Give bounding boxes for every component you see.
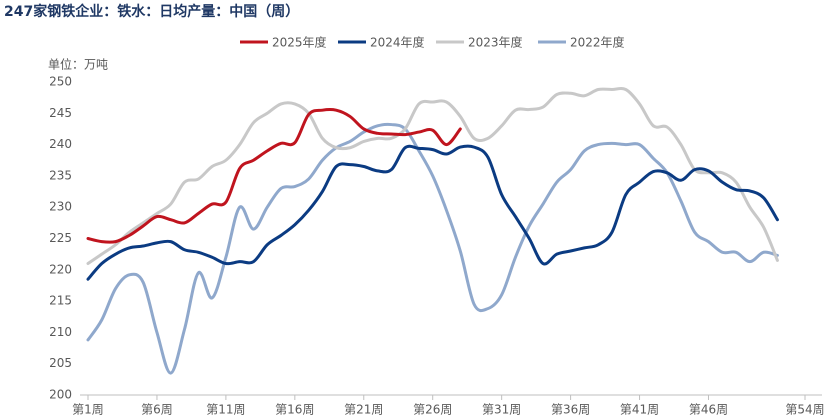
- x-tick-label: 第6周: [141, 403, 173, 417]
- y-tick-label: 225: [49, 231, 72, 245]
- legend-label: 2024年度: [370, 35, 425, 50]
- x-tick-label: 第16周: [275, 403, 314, 417]
- x-tick-label: 第36周: [551, 403, 590, 417]
- y-tick-label: 230: [49, 200, 72, 214]
- x-tick-label: 第54周: [785, 403, 824, 417]
- x-tick-label: 第26周: [413, 403, 452, 417]
- y-tick-label: 205: [49, 356, 72, 370]
- y-tick-label: 200: [49, 388, 72, 402]
- x-tick-label: 第11周: [206, 403, 245, 417]
- chart-title: 247家钢铁企业：铁水：日均产量：中国（周）: [4, 3, 299, 20]
- legend-label: 2025年度: [272, 35, 327, 50]
- series-line: [86, 122, 779, 375]
- y-tick-label: 215: [49, 294, 72, 308]
- x-tick-label: 第46周: [689, 403, 728, 417]
- x-tick-label: 第31周: [482, 403, 521, 417]
- series-line: [86, 108, 462, 244]
- x-tick-label: 第41周: [620, 403, 659, 417]
- legend-label: 2023年度: [468, 35, 523, 50]
- legend-label: 2022年度: [570, 35, 625, 50]
- x-tick-label: 第21周: [344, 403, 383, 417]
- y-tick-label: 235: [49, 168, 72, 182]
- series-line: [86, 144, 779, 281]
- y-tick-label: 240: [49, 137, 72, 151]
- y-axis-label: 单位：万吨: [48, 57, 108, 72]
- y-tick-label: 250: [49, 75, 72, 89]
- y-tick-label: 245: [49, 106, 72, 120]
- x-tick-label: 第1周: [72, 403, 104, 417]
- series-line: [86, 86, 779, 266]
- y-tick-label: 220: [49, 262, 72, 276]
- y-tick-label: 210: [49, 325, 72, 339]
